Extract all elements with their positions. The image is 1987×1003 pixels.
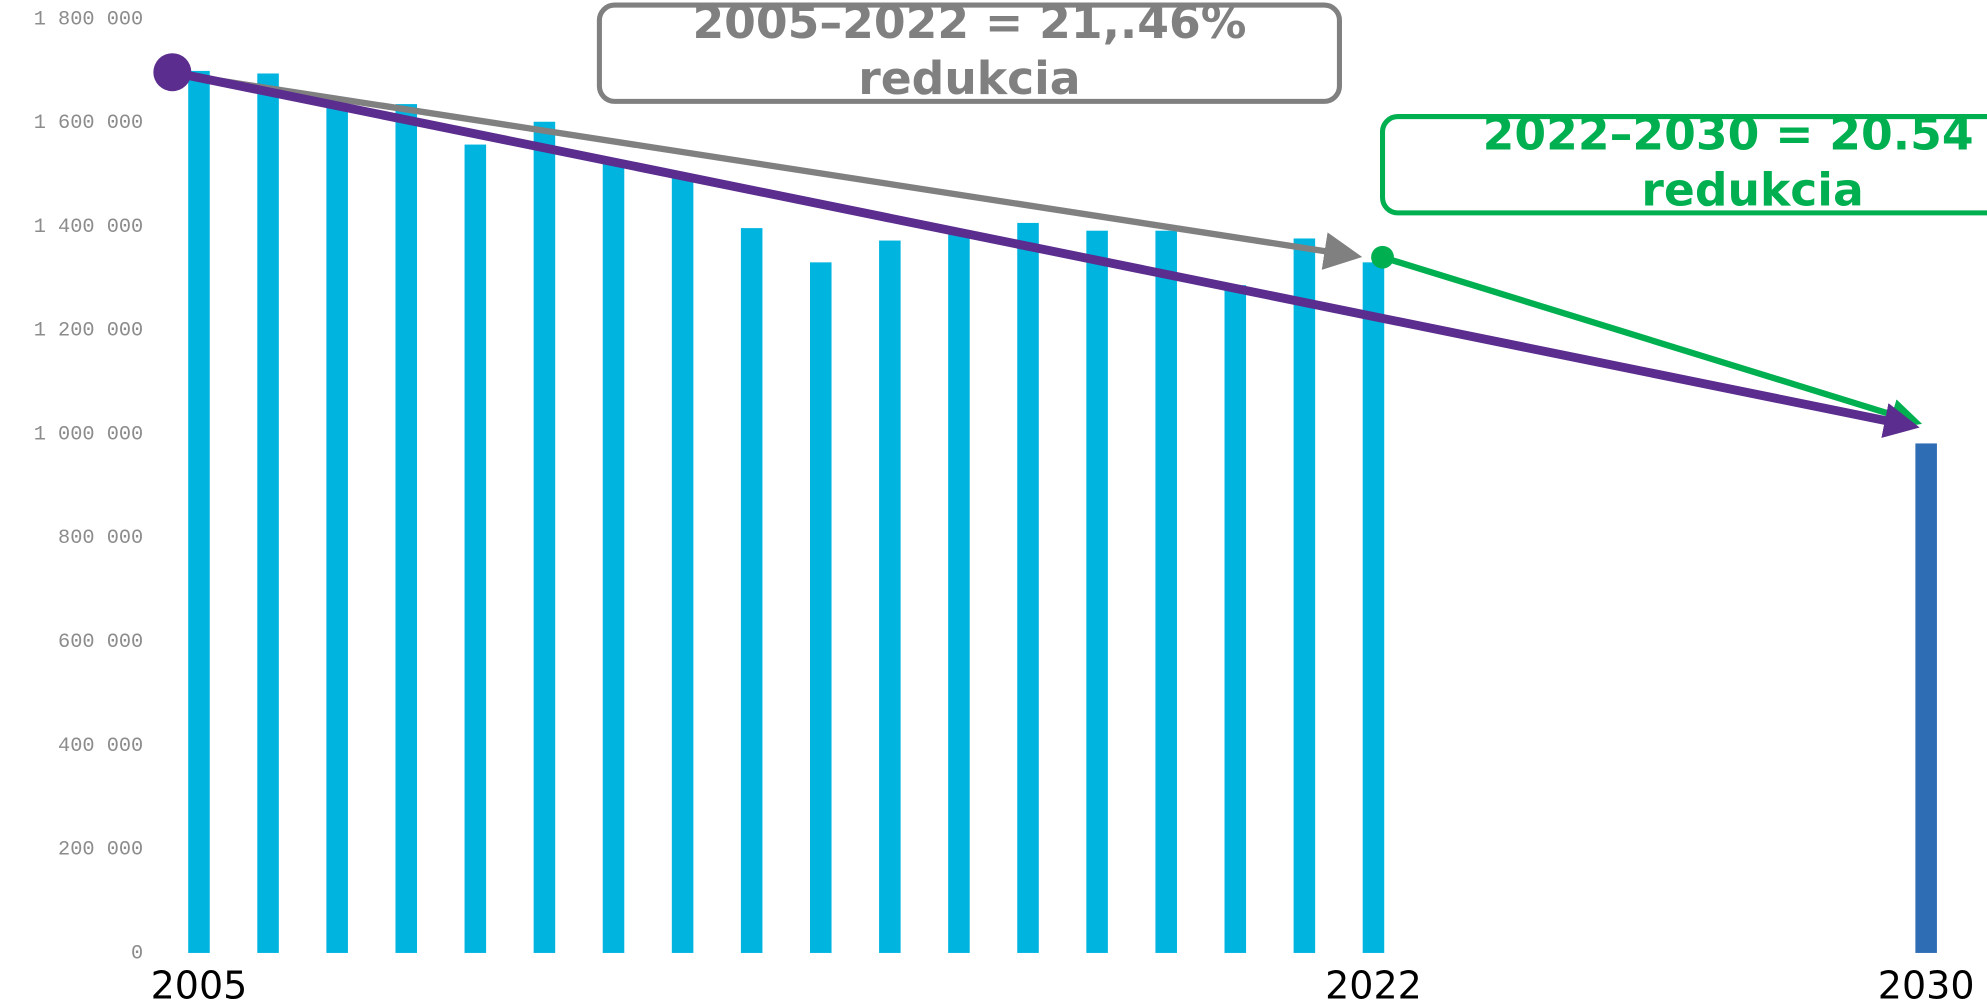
- bar: [1086, 230, 1108, 953]
- bar: [1017, 222, 1039, 953]
- plot: 0 200 000 400 000 600 000 800 000 1 000 000 1 …: [34, 8, 1975, 1003]
- y-tick-label: 1 600 000: [34, 112, 143, 135]
- annotation-text: 2005–2022 = 21,.46%: [692, 0, 1246, 49]
- bar: [1915, 443, 1937, 953]
- bar: [326, 105, 348, 953]
- bar: [671, 177, 694, 953]
- bar: [1224, 285, 1247, 953]
- x-tick-label: 2022: [1325, 964, 1422, 1003]
- annotation-box: [596, 2, 1342, 104]
- y-tick-label: 0: [131, 942, 143, 965]
- dot-purple: [153, 53, 192, 92]
- annotation-text: redukcia: [1641, 163, 1863, 216]
- bar: [1293, 238, 1316, 953]
- dot-green: [1371, 245, 1394, 269]
- y-tick-label: 800 000: [58, 527, 143, 550]
- arrow-purple: [171, 67, 1920, 438]
- bar: [1362, 262, 1385, 953]
- y-tick-label: 400 000: [58, 735, 143, 758]
- bar: [740, 228, 763, 953]
- bar: [602, 162, 625, 953]
- x-tick-label: 2030: [1878, 964, 1975, 1003]
- y-tick-label: 1 800 000: [34, 8, 143, 31]
- y-tick-label: 200 000: [58, 839, 143, 862]
- annotation-green: 2022–2030 = 20.54 redukcia: [1380, 108, 1987, 216]
- arrow-grey: [189, 72, 1363, 270]
- bar: [533, 121, 556, 953]
- bar: [948, 230, 970, 953]
- bar: [464, 144, 487, 953]
- y-tick-label: 1 400 000: [34, 216, 143, 239]
- annotation-text: 2022–2030 = 20.54: [1483, 108, 1974, 161]
- bar: [257, 73, 279, 953]
- arrows: [153, 53, 1923, 438]
- y-tick-label: 1 000 000: [34, 423, 143, 446]
- annotation-grey: 2005–2022 = 21,.46% redukcia: [596, 0, 1342, 105]
- bar: [395, 104, 418, 953]
- y-tick-label: 1 200 000: [34, 320, 143, 343]
- bar: [1155, 230, 1177, 953]
- annotation-box: [1380, 114, 1987, 216]
- bar: [809, 262, 832, 953]
- bar: [879, 240, 901, 953]
- x-tick-label: 2005: [151, 964, 248, 1003]
- annotation-text: redukcia: [858, 52, 1080, 105]
- bar: [188, 70, 210, 953]
- y-tick-label: 600 000: [58, 631, 143, 654]
- arrow-green: [1381, 254, 1923, 430]
